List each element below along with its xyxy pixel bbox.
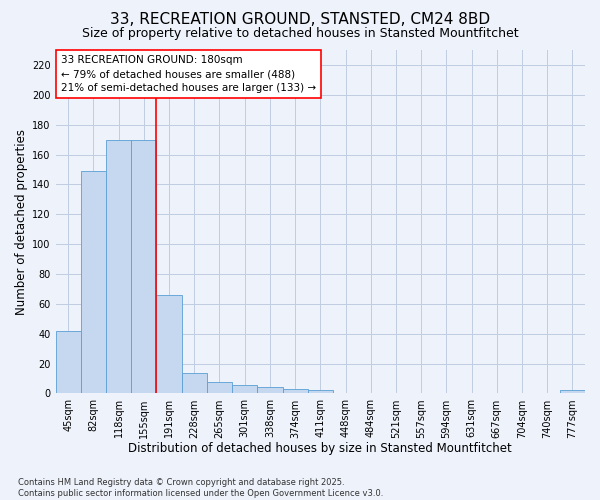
Bar — [131, 140, 157, 394]
Text: 33, RECREATION GROUND, STANSTED, CM24 8BD: 33, RECREATION GROUND, STANSTED, CM24 8B… — [110, 12, 490, 28]
X-axis label: Distribution of detached houses by size in Stansted Mountfitchet: Distribution of detached houses by size … — [128, 442, 512, 455]
Bar — [106, 140, 131, 394]
Bar — [283, 389, 308, 394]
Y-axis label: Number of detached properties: Number of detached properties — [15, 128, 28, 314]
Bar — [81, 171, 106, 394]
Bar — [308, 390, 333, 394]
Bar — [157, 295, 182, 394]
Bar — [257, 388, 283, 394]
Bar — [182, 372, 207, 394]
Bar — [560, 390, 585, 394]
Text: Size of property relative to detached houses in Stansted Mountfitchet: Size of property relative to detached ho… — [82, 28, 518, 40]
Text: Contains HM Land Registry data © Crown copyright and database right 2025.
Contai: Contains HM Land Registry data © Crown c… — [18, 478, 383, 498]
Bar — [56, 331, 81, 394]
Bar — [207, 382, 232, 394]
Text: 33 RECREATION GROUND: 180sqm
← 79% of detached houses are smaller (488)
21% of s: 33 RECREATION GROUND: 180sqm ← 79% of de… — [61, 55, 316, 93]
Bar — [232, 384, 257, 394]
